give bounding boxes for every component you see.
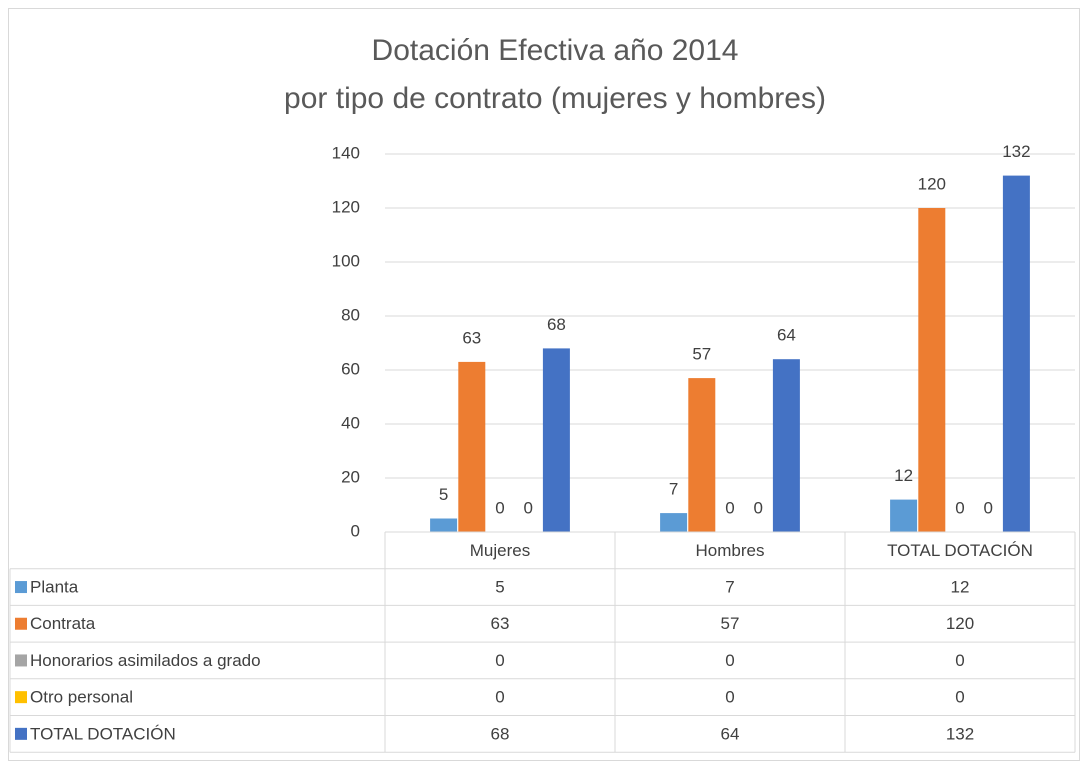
table-cell: 0	[495, 651, 504, 670]
y-tick-label: 120	[332, 197, 360, 216]
data-label: 0	[495, 498, 504, 517]
data-label: 0	[725, 498, 734, 517]
data-label: 12	[894, 466, 913, 485]
bar	[660, 513, 688, 532]
legend-label: TOTAL DOTACIÓN	[30, 724, 176, 743]
data-label: 7	[669, 480, 678, 499]
table-cell: 12	[951, 578, 970, 597]
data-label: 64	[777, 326, 796, 345]
y-tick-label: 40	[341, 413, 360, 432]
y-tick-label: 100	[332, 251, 360, 270]
data-label: 120	[918, 174, 946, 193]
table-cell: 0	[495, 688, 504, 707]
data-label: 132	[1002, 142, 1030, 161]
bar	[458, 361, 486, 532]
y-tick-label: 20	[341, 467, 360, 486]
table-cell: 0	[955, 688, 964, 707]
y-tick-label: 60	[341, 359, 360, 378]
bar	[688, 378, 716, 532]
data-label: 68	[547, 315, 566, 334]
legend-key	[15, 727, 27, 740]
table-cell: 0	[955, 651, 964, 670]
data-label: 0	[523, 498, 532, 517]
table-cell: 120	[946, 614, 974, 633]
bar	[430, 518, 458, 532]
legend-key	[15, 581, 27, 594]
table-cell: 57	[721, 614, 740, 633]
bar	[772, 359, 800, 532]
legend-label: Otro personal	[30, 688, 133, 707]
table-cell: 5	[495, 578, 504, 597]
bar	[1002, 175, 1030, 532]
table-cell: 132	[946, 724, 974, 743]
x-tick-label: Mujeres	[470, 541, 530, 560]
chart-title: por tipo de contrato (mujeres y hombres)	[284, 82, 826, 115]
data-label: 63	[462, 328, 481, 347]
y-tick-label: 140	[332, 143, 360, 162]
y-tick-label: 80	[341, 305, 360, 324]
legend-key	[15, 617, 27, 630]
chart-title: Dotación Efectiva año 2014	[372, 34, 739, 67]
bar	[542, 348, 570, 532]
data-label: 0	[983, 498, 992, 517]
legend-key	[15, 691, 27, 704]
table-cell: 63	[491, 614, 510, 633]
data-label: 5	[439, 485, 448, 504]
bar	[918, 208, 946, 532]
table-cell: 0	[725, 651, 734, 670]
legend-key	[15, 654, 27, 667]
legend-label: Contrata	[30, 614, 96, 633]
table-cell: 68	[491, 724, 510, 743]
table-cell: 7	[725, 578, 734, 597]
x-tick-label: Hombres	[696, 541, 765, 560]
data-label: 0	[955, 498, 964, 517]
table-cell: 64	[721, 724, 740, 743]
bar	[890, 499, 918, 532]
x-tick-label: TOTAL DOTACIÓN	[887, 541, 1033, 560]
table-cell: 0	[725, 688, 734, 707]
data-label: 0	[753, 498, 762, 517]
data-label: 57	[692, 345, 711, 364]
legend-label: Planta	[30, 578, 79, 597]
y-tick-label: 0	[351, 521, 360, 540]
legend-label: Honorarios asimilados a grado	[30, 651, 261, 670]
